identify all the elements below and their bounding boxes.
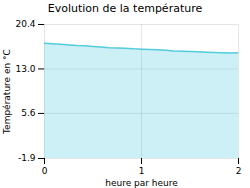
svg-text:heure par heure: heure par heure xyxy=(105,178,178,188)
svg-text:0: 0 xyxy=(42,166,48,176)
svg-text:2: 2 xyxy=(236,166,242,176)
svg-text:13.0: 13.0 xyxy=(15,64,35,74)
html-text:Evolution de la température: Evolution de la température xyxy=(47,2,203,15)
svg-text:-1.9: -1.9 xyxy=(18,153,36,163)
svg-text:1: 1 xyxy=(139,166,145,176)
svg-text:20.4: 20.4 xyxy=(15,19,35,29)
svg-text:5.6: 5.6 xyxy=(21,108,36,118)
svg-text:Température en °C: Température en °C xyxy=(2,49,12,135)
